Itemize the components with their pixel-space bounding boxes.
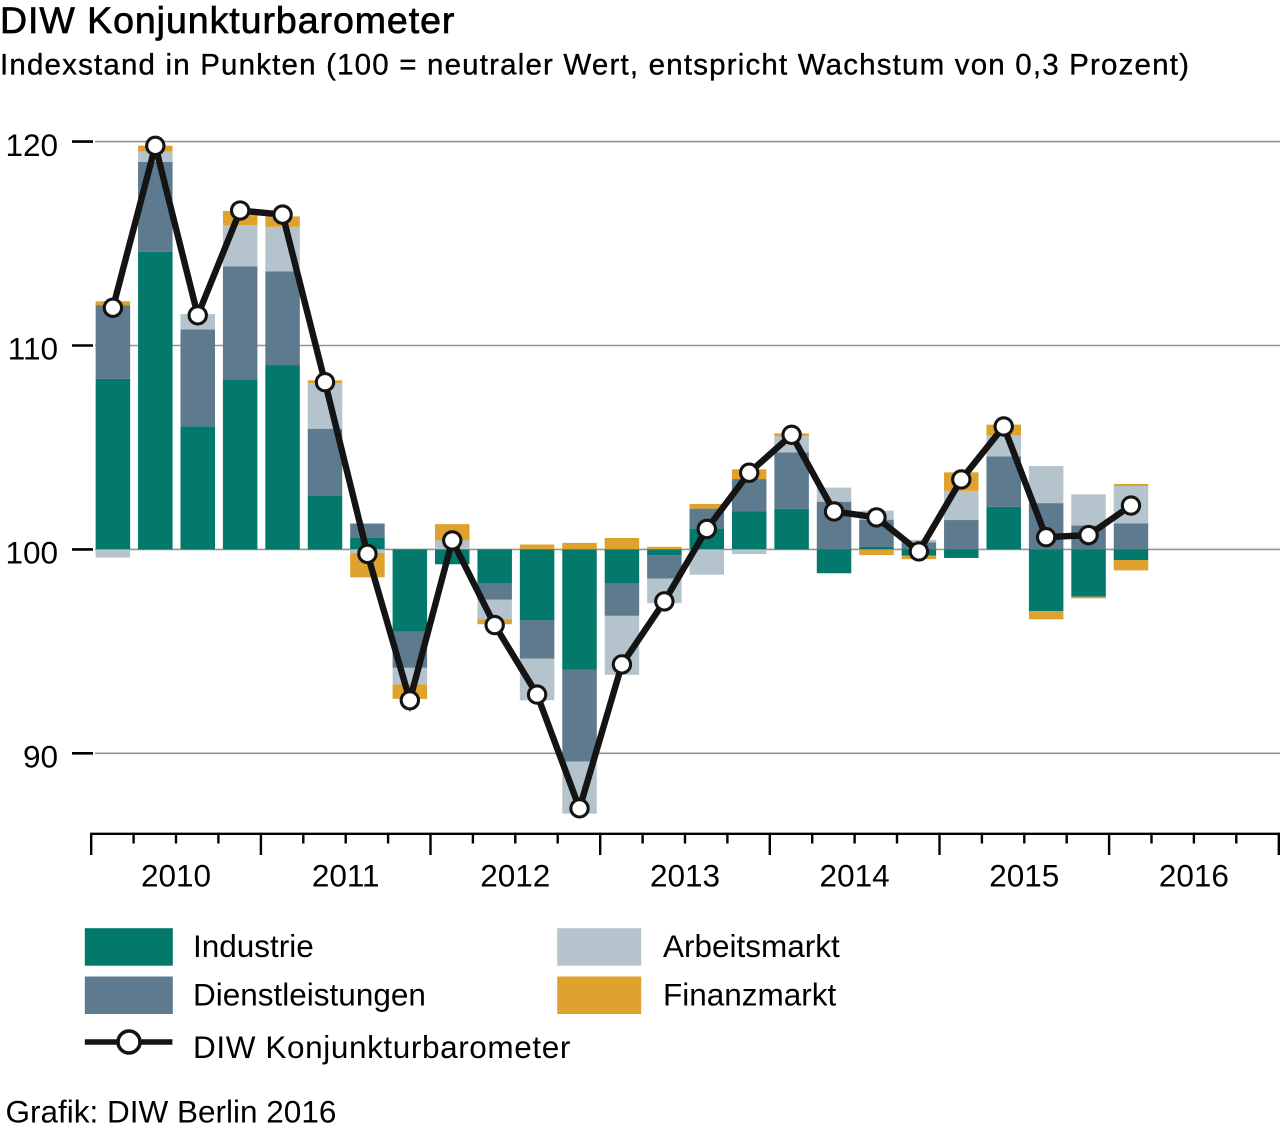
- svg-text:Dienstleistungen: Dienstleistungen: [193, 977, 426, 1013]
- svg-text:2010: 2010: [141, 858, 211, 894]
- svg-text:Arbeitsmarkt: Arbeitsmarkt: [663, 928, 840, 964]
- svg-text:2015: 2015: [989, 858, 1059, 894]
- svg-text:Indexstand in Punkten (100 = n: Indexstand in Punkten (100 = neutraler W…: [0, 48, 1190, 81]
- svg-text:2013: 2013: [650, 858, 720, 894]
- svg-text:2016: 2016: [1159, 858, 1229, 894]
- svg-text:Industrie: Industrie: [193, 928, 314, 964]
- svg-text:110: 110: [8, 331, 58, 367]
- svg-text:Grafik: DIW Berlin 2016: Grafik: DIW Berlin 2016: [6, 1094, 337, 1130]
- svg-text:Finanzmarkt: Finanzmarkt: [663, 977, 837, 1013]
- svg-text:90: 90: [23, 739, 58, 775]
- svg-text:DIW Konjunkturbarometer: DIW Konjunkturbarometer: [193, 1029, 571, 1065]
- svg-text:2012: 2012: [480, 858, 550, 894]
- svg-text:DIW Konjunkturbarometer: DIW Konjunkturbarometer: [0, 0, 455, 41]
- svg-text:2011: 2011: [312, 858, 380, 894]
- svg-text:120: 120: [5, 127, 58, 163]
- svg-text:2014: 2014: [820, 858, 890, 894]
- svg-text:100: 100: [5, 535, 58, 571]
